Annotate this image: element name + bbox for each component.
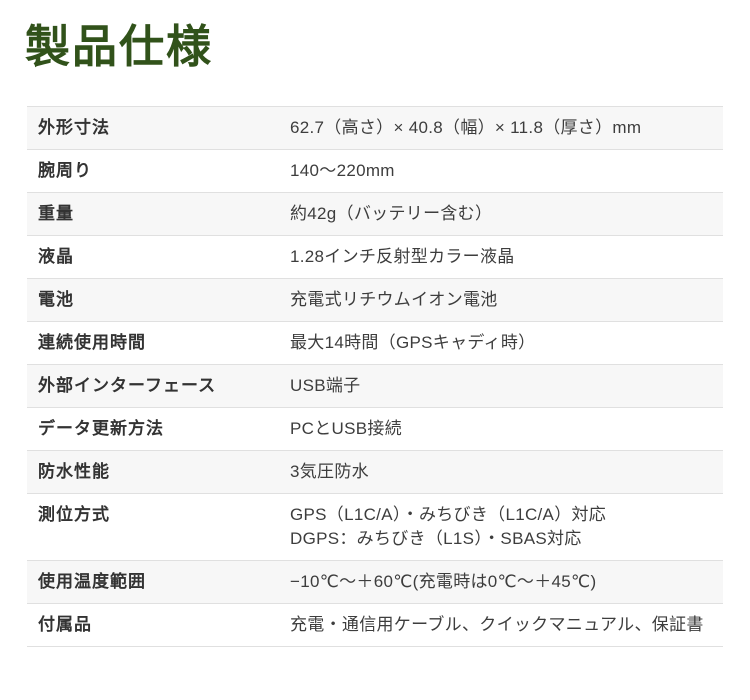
spec-value-line: 充電・通信用ケーブル、クイックマニュアル、保証書 [290, 615, 704, 634]
spec-value-line: −10℃〜＋60℃(充電時は0℃〜＋45℃) [290, 572, 597, 591]
spec-label: 重量 [38, 204, 74, 223]
spec-label: 外部インターフェース [38, 376, 217, 395]
spec-value-line: 3気圧防水 [290, 462, 369, 481]
spec-value: 充電・通信用ケーブル、クイックマニュアル、保証書 [290, 604, 723, 647]
spec-value: 62.7（高さ）× 40.8（幅）× 11.8（厚さ）mm [290, 107, 723, 150]
spec-value: 約42g（バッテリー含む） [290, 193, 723, 236]
spec-label: 液晶 [38, 247, 74, 266]
spec-table: 外形寸法 62.7（高さ）× 40.8（幅）× 11.8（厚さ）mm 腕周り 1… [27, 106, 723, 647]
spec-value-line: PCとUSB接続 [290, 419, 402, 438]
spec-value-line: GPS（L1C/A）・みちびき（L1C/A）対応 [290, 505, 607, 524]
spec-value: 140〜220mm [290, 150, 723, 193]
spec-label: 使用温度範囲 [38, 572, 146, 591]
spec-label: 外形寸法 [38, 118, 110, 137]
spec-value: 最大14時間（GPSキャディ時） [290, 322, 723, 365]
spec-table-body: 外形寸法 62.7（高さ）× 40.8（幅）× 11.8（厚さ）mm 腕周り 1… [27, 106, 723, 647]
table-row: 測位方式 GPS（L1C/A）・みちびき（L1C/A）対応 DGPS：みちびき（L… [27, 493, 723, 561]
spec-value-line: USB端子 [290, 376, 361, 395]
spec-value: PCとUSB接続 [290, 408, 723, 451]
table-row: 防水性能 3気圧防水 [27, 450, 723, 494]
table-row: 外形寸法 62.7（高さ）× 40.8（幅）× 11.8（厚さ）mm [27, 106, 723, 150]
spec-value-line: 1.28インチ反射型カラー液晶 [290, 247, 515, 266]
spec-value-line: 140〜220mm [290, 161, 395, 180]
table-row: 付属品 充電・通信用ケーブル、クイックマニュアル、保証書 [27, 603, 723, 647]
spec-label: 測位方式 [38, 505, 110, 524]
spec-value: 1.28インチ反射型カラー液晶 [290, 236, 723, 279]
spec-value: 充電式リチウムイオン電池 [290, 279, 723, 322]
spec-value: USB端子 [290, 365, 723, 408]
spec-label: 電池 [38, 290, 74, 309]
table-row: 腕周り 140〜220mm [27, 149, 723, 193]
spec-value-line: 最大14時間（GPSキャディ時） [290, 333, 536, 352]
spec-label: 付属品 [38, 615, 92, 634]
table-row: 連続使用時間 最大14時間（GPSキャディ時） [27, 321, 723, 365]
spec-value-line: 充電式リチウムイオン電池 [290, 290, 498, 309]
spec-value-line: 62.7（高さ）× 40.8（幅）× 11.8（厚さ）mm [290, 118, 642, 137]
table-row: 重量 約42g（バッテリー含む） [27, 192, 723, 236]
spec-label: 連続使用時間 [38, 333, 146, 352]
page-title: 製品仕様 [25, 21, 214, 72]
spec-value: GPS（L1C/A）・みちびき（L1C/A）対応 DGPS：みちびき（L1S）・S… [290, 494, 723, 561]
spec-label: 腕周り [38, 161, 92, 180]
table-row: 外部インターフェース USB端子 [27, 364, 723, 408]
spec-value: 3気圧防水 [290, 451, 723, 494]
spec-label: 防水性能 [38, 462, 110, 481]
table-row: 液晶 1.28インチ反射型カラー液晶 [27, 235, 723, 279]
spec-value-line: DGPS：みちびき（L1S）・SBAS対応 [290, 529, 582, 548]
table-row: 電池 充電式リチウムイオン電池 [27, 278, 723, 322]
spec-value: −10℃〜＋60℃(充電時は0℃〜＋45℃) [290, 561, 723, 604]
table-row: 使用温度範囲 −10℃〜＋60℃(充電時は0℃〜＋45℃) [27, 560, 723, 604]
table-row: データ更新方法 PCとUSB接続 [27, 407, 723, 451]
spec-value-line: 約42g（バッテリー含む） [290, 204, 493, 223]
spec-label: データ更新方法 [38, 419, 164, 438]
